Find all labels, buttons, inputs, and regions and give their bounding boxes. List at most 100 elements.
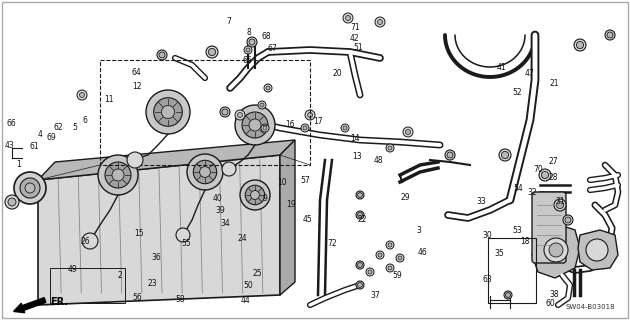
Text: 13: 13 [352,152,362,161]
Text: SW04-B03018: SW04-B03018 [565,304,615,310]
Text: 52: 52 [512,88,522,97]
Circle shape [388,243,392,247]
Text: 12: 12 [132,82,142,91]
Circle shape [247,37,257,47]
Circle shape [263,126,267,130]
Text: 34: 34 [220,219,231,228]
Text: 71: 71 [350,23,360,32]
Polygon shape [280,140,295,295]
Circle shape [159,52,165,58]
Circle shape [539,169,551,181]
Circle shape [501,151,508,159]
Text: 70: 70 [534,165,544,174]
Text: 11: 11 [104,95,114,104]
Text: 45: 45 [302,215,312,224]
Circle shape [499,149,511,161]
Text: 22: 22 [357,215,367,224]
Text: 67: 67 [268,44,278,52]
Text: 10: 10 [277,178,287,187]
Circle shape [343,126,347,130]
Circle shape [377,20,382,25]
Circle shape [251,190,260,199]
Text: 16: 16 [285,120,295,129]
Text: 53: 53 [512,226,522,235]
Circle shape [445,150,455,160]
Circle shape [235,110,245,120]
Text: 19: 19 [286,200,296,209]
Circle shape [238,113,243,117]
Text: 69: 69 [47,133,57,142]
Text: 24: 24 [238,234,248,243]
Text: 65: 65 [243,56,253,65]
Text: 30: 30 [483,231,493,240]
Circle shape [242,112,268,138]
Circle shape [386,264,394,272]
Text: 18: 18 [520,237,530,246]
Circle shape [112,169,124,181]
Text: 48: 48 [374,156,384,164]
Circle shape [356,211,364,219]
Text: 8: 8 [246,28,251,37]
Circle shape [127,152,143,168]
Text: 2: 2 [117,271,122,280]
Text: 50: 50 [243,281,253,290]
Circle shape [403,127,413,137]
Circle shape [574,39,586,51]
Text: 17: 17 [312,117,323,126]
Text: 58: 58 [175,295,185,304]
Text: 43: 43 [4,141,14,150]
Circle shape [506,292,510,297]
Text: 66: 66 [6,119,16,128]
Circle shape [8,198,16,206]
Circle shape [246,48,250,52]
Circle shape [356,281,364,289]
Circle shape [193,160,217,184]
Text: 61: 61 [29,142,39,151]
FancyBboxPatch shape [532,192,566,263]
Polygon shape [578,230,618,270]
Circle shape [105,162,131,188]
Circle shape [79,92,84,98]
Circle shape [556,201,564,209]
Circle shape [504,291,512,299]
Text: 62: 62 [53,123,63,132]
Polygon shape [532,225,580,278]
Circle shape [386,241,394,249]
Circle shape [220,107,230,117]
Circle shape [157,50,167,60]
Text: 7: 7 [226,17,231,26]
Circle shape [187,154,223,190]
Polygon shape [38,155,280,305]
Circle shape [358,193,362,197]
Circle shape [368,270,372,274]
Text: 3: 3 [416,226,421,235]
Text: 4: 4 [37,130,42,139]
Text: 37: 37 [370,292,381,300]
Circle shape [249,119,261,131]
Text: 28: 28 [548,173,558,182]
Circle shape [576,41,583,49]
Text: 59: 59 [392,271,402,280]
Circle shape [244,46,252,54]
Text: 1: 1 [16,160,21,169]
Circle shape [209,48,215,56]
Text: 15: 15 [134,229,144,238]
Circle shape [176,228,190,242]
Text: 54: 54 [513,184,524,193]
Text: 46: 46 [417,248,427,257]
Circle shape [14,172,46,204]
Text: 21: 21 [549,79,559,88]
Circle shape [261,124,269,132]
Circle shape [358,283,362,287]
Bar [488,238,536,303]
Circle shape [301,124,309,132]
Circle shape [396,254,404,262]
Circle shape [554,199,566,211]
Text: 44: 44 [241,296,251,305]
Text: 35: 35 [495,249,505,258]
Circle shape [307,113,312,117]
Text: FR.: FR. [50,297,68,307]
Text: 27: 27 [549,157,559,166]
Circle shape [378,253,382,257]
Circle shape [375,17,385,27]
